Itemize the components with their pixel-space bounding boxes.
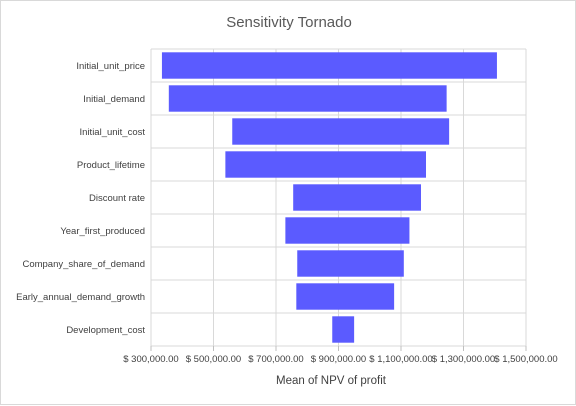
x-tick-label: $ 300,000.00 [123, 354, 178, 365]
category-label: Early_annual_demand_growth [16, 292, 145, 303]
x-tick-label: $ 1,100,000.00 [369, 354, 432, 365]
x-tick-label: $ 900,000.00 [311, 354, 366, 365]
category-label: Product_lifetime [77, 160, 145, 171]
category-label: Development_cost [66, 325, 145, 336]
category-labels: Initial_unit_price Initial_demand Initial_… [16, 61, 145, 336]
bar [161, 52, 497, 79]
x-tick-label: $ 700,000.00 [248, 354, 303, 365]
category-label: Discount rate [89, 193, 145, 204]
category-label: Initial_unit_price [76, 61, 145, 72]
x-tick-label: $ 500,000.00 [186, 354, 241, 365]
bars [161, 52, 497, 343]
category-label: Initial_unit_cost [80, 127, 146, 138]
bar [168, 85, 447, 112]
category-label: Company_share_of_demand [22, 259, 145, 270]
bar [332, 316, 355, 343]
bar [225, 151, 426, 178]
bar [285, 217, 410, 244]
bar [296, 283, 395, 310]
x-tick-labels: $ 300,000.00 $ 500,000.00 $ 700,000.00 $ 90… [123, 346, 558, 365]
bar [232, 118, 450, 145]
category-label: Initial_demand [83, 94, 145, 105]
bar [297, 250, 404, 277]
category-label: Year_first_produced [60, 226, 145, 237]
chart-title: Sensitivity Tornado [226, 14, 352, 31]
bar [293, 184, 421, 211]
x-tick-label: $ 1,500,000.00 [494, 354, 557, 365]
x-tick-label: $ 1,300,000.00 [432, 354, 495, 365]
x-axis-title: Mean of NPV of profit [276, 375, 387, 387]
